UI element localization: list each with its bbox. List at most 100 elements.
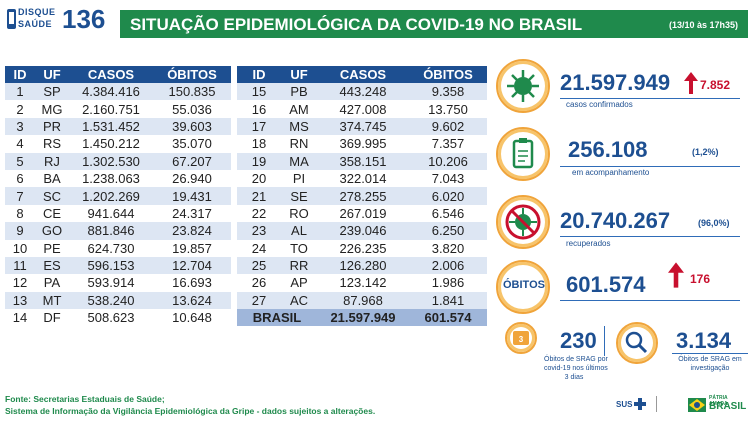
states-table-right: ID UF CASOS ÓBITOS 15 PB 443.248 9.358 16 AM 4… (237, 66, 487, 327)
row-uf: BA (43, 171, 61, 187)
row-uf: SP (35, 83, 69, 101)
casos-value: 21.597.949 (560, 70, 671, 95)
table-row: 19 MA 358.151 10.206 (237, 152, 487, 170)
divider (560, 166, 740, 167)
table-row: 25 RR 126.280 2.006 (237, 256, 487, 275)
column-header-uf: UF (281, 66, 317, 83)
obitos-badge: ÓBITOS (496, 260, 550, 314)
table-row: 27 AC 87.968 1.841 (237, 291, 487, 310)
row-obitos: 12.704 (153, 256, 231, 275)
row-id: 19 (237, 152, 281, 170)
cross-icon (634, 398, 646, 410)
row-obitos: 7.357 (431, 136, 465, 152)
table-row: 16 AM 427.008 13.750 (237, 100, 487, 117)
row-obitos: 23.824 (153, 222, 231, 240)
row-uf: MG (41, 101, 63, 117)
row-id: 6 (16, 171, 24, 187)
row-id: 12 (12, 275, 28, 291)
row-obitos: 67.207 (153, 152, 231, 170)
obitos-delta: 176 (690, 272, 711, 286)
row-id: 23 (237, 222, 281, 240)
row-id: 10 (12, 240, 28, 256)
row-obitos: 16.693 (172, 275, 212, 291)
table-row: 3 PR 1.531.452 39.603 (5, 117, 231, 136)
row-obitos: 13.750 (428, 101, 468, 117)
row-casos: 239.046 (317, 222, 409, 240)
divider (560, 98, 740, 99)
row-casos: 1.238.063 (82, 171, 140, 187)
row-id: 25 (237, 256, 281, 275)
page-title: SITUAÇÃO EPIDEMIOLÓGICA DA COVID-19 NO B… (130, 15, 583, 34)
clipboard-badge (496, 127, 550, 181)
row-id: 8 (16, 205, 24, 221)
srag-investigacao-value: 3.134 (676, 328, 732, 353)
row-uf: MT (35, 291, 69, 310)
row-casos: 1.302.530 (69, 152, 153, 170)
table-row: 26 AP 123.142 1.986 (237, 274, 487, 291)
row-obitos: 35.070 (172, 136, 212, 152)
row-obitos: 2.006 (409, 256, 487, 275)
row-id: 5 (5, 152, 35, 170)
row-id: 7 (5, 187, 35, 205)
row-id: 17 (237, 117, 281, 136)
virus-icon (507, 70, 539, 102)
row-casos: 596.153 (69, 256, 153, 275)
row-obitos: 6.250 (409, 222, 487, 240)
row-casos: 4.384.416 (69, 83, 153, 101)
magnifier-badge (616, 322, 658, 364)
table-row: 18 RN 369.995 7.357 (237, 135, 487, 152)
row-casos: 126.280 (317, 256, 409, 275)
row-id: 27 (237, 291, 281, 310)
row-uf: PI (292, 171, 306, 187)
row-obitos: 7.043 (431, 171, 465, 187)
row-uf: PE (43, 240, 61, 256)
column-header-uf: UF (35, 66, 69, 83)
table-header-row: ID UF CASOS ÓBITOS (237, 66, 487, 83)
row-casos: 427.008 (339, 101, 387, 117)
table-row: 11 ES 596.153 12.704 (5, 256, 231, 275)
row-obitos: 10.648 (172, 310, 212, 326)
row-uf: AL (281, 222, 317, 240)
title-bar: SITUAÇÃO EPIDEMIOLÓGICA DA COVID-19 NO B… (120, 10, 748, 38)
row-obitos: 9.358 (409, 83, 487, 101)
sus-logo: SUS (616, 400, 633, 409)
casos-label: casos confirmados (566, 100, 633, 109)
header: DISQUE SAÚDE 136 SITUAÇÃO EPIDEMIOLÓGICA… (0, 0, 754, 40)
acompanhamento-value: 256.108 (568, 137, 648, 162)
table-row: 15 PB 443.248 9.358 (237, 83, 487, 101)
recovered-badge (496, 195, 550, 249)
row-casos: 123.142 (339, 275, 387, 291)
row-casos: 226.235 (339, 240, 387, 256)
divider (604, 326, 605, 356)
row-id: 4 (16, 136, 24, 152)
row-uf: PB (281, 83, 317, 101)
row-casos: 374.745 (317, 117, 409, 136)
divider (560, 300, 740, 301)
table-row: 13 MT 538.240 13.624 (5, 291, 231, 310)
row-casos: 443.248 (317, 83, 409, 101)
row-casos: 278.255 (317, 187, 409, 205)
disque-saude-logo: DISQUE SAÚDE 136 (6, 4, 112, 36)
row-obitos: 3.820 (431, 240, 465, 256)
row-uf: RJ (35, 152, 69, 170)
column-header-obitos: ÓBITOS (409, 66, 487, 83)
row-id: 13 (5, 291, 35, 310)
total-obitos: 601.574 (409, 309, 487, 327)
row-id: 1 (5, 83, 35, 101)
srag-obitos-label3: 3 dias (564, 374, 584, 381)
row-uf: TO (290, 240, 308, 256)
row-uf: MA (281, 152, 317, 170)
logo-line1: DISQUE (18, 7, 56, 17)
divider (672, 353, 748, 354)
row-casos: 593.914 (87, 275, 135, 291)
row-obitos: 1.841 (409, 291, 487, 310)
table-row: 24 TO 226.235 3.820 (237, 240, 487, 257)
brazil-flag-icon (688, 398, 706, 412)
row-obitos: 13.624 (153, 291, 231, 310)
divider (560, 236, 740, 237)
row-uf: RN (289, 136, 309, 152)
srag-investigacao-label1: Óbitos de SRAG em (678, 356, 742, 363)
no-virus-icon (505, 204, 541, 240)
row-obitos: 26.940 (172, 171, 212, 187)
srag-obitos-value: 230 (560, 328, 597, 353)
